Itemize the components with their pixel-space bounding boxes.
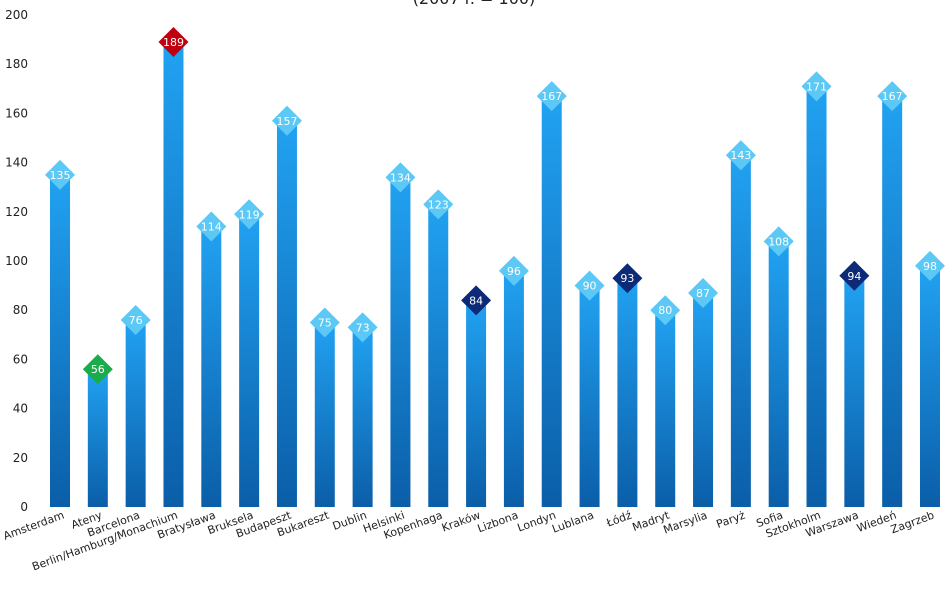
x-tick-label: Zagrzeb: [889, 509, 936, 537]
value-marker: [763, 226, 794, 257]
bar: [655, 310, 676, 507]
y-tick-label: 140: [5, 156, 28, 170]
data-label: 73: [356, 321, 370, 334]
value-marker: [839, 260, 870, 291]
x-tick-label: Kraków: [440, 509, 482, 535]
y-axis: 0 20 40 60 80 100 120 140 160 180 200: [5, 8, 28, 514]
bar: [50, 174, 70, 507]
bar: [87, 369, 108, 507]
data-label: 80: [658, 304, 672, 317]
bar: [693, 292, 714, 507]
data-label: 189: [163, 36, 184, 49]
x-tick-label: Londyn: [516, 509, 558, 535]
data-label: 171: [806, 80, 827, 93]
x-axis-labels: Amsterdam AtenyBarcelonaBerlin/Hamburg/Mo…: [2, 508, 936, 573]
data-label: 76: [129, 314, 143, 327]
value-marker: [536, 81, 567, 112]
bar: [617, 278, 638, 507]
value-marker: [574, 270, 605, 301]
bar: [920, 265, 940, 507]
bar: [882, 96, 903, 508]
data-label: 93: [620, 272, 634, 285]
value-marker: [309, 307, 340, 338]
bar: [503, 270, 524, 507]
data-label: 98: [923, 260, 937, 273]
data-label: 108: [768, 235, 789, 248]
y-tick-label: 200: [5, 8, 28, 22]
y-tick-label: 180: [5, 57, 28, 71]
bar: [768, 241, 789, 507]
data-label: 134: [390, 171, 411, 184]
value-marker: [271, 105, 302, 136]
value-marker: [877, 81, 908, 112]
value-marker: [45, 159, 75, 190]
data-label: 96: [507, 265, 521, 278]
y-tick-label: 20: [13, 451, 28, 465]
value-marker: [347, 312, 378, 343]
value-marker: [196, 211, 227, 242]
value-marker: [120, 305, 151, 336]
data-label: 123: [428, 198, 449, 211]
data-label: 167: [541, 90, 562, 103]
value-marker: [158, 27, 189, 58]
value-marker: [461, 285, 492, 316]
bar: [314, 322, 335, 507]
data-label: 90: [583, 280, 597, 293]
bar: [276, 120, 297, 507]
bar: [125, 320, 146, 507]
y-tick-label: 100: [5, 254, 28, 268]
y-tick-label: 0: [20, 500, 28, 514]
data-label: 135: [50, 169, 71, 182]
bar: [730, 155, 751, 507]
value-marker: [915, 250, 945, 281]
value-markers: 135 56 76 189 114 119 157 75 73 134 123 84 96 167 90 93…: [45, 27, 945, 385]
x-tick-label: Marsylia: [662, 509, 710, 537]
value-marker: [725, 140, 756, 171]
x-tick-label: Lizbona: [476, 509, 520, 536]
x-tick-label: Amsterdam: [2, 509, 66, 543]
data-label: 75: [318, 317, 332, 330]
data-label: 157: [276, 115, 297, 128]
bar: [541, 96, 562, 508]
value-marker: [612, 263, 643, 294]
x-tick-label: Paryż: [715, 509, 748, 531]
data-label: 84: [469, 294, 483, 307]
data-label: 114: [201, 221, 222, 234]
data-label: 167: [882, 90, 903, 103]
y-tick-label: 60: [13, 352, 28, 366]
data-label: 119: [239, 208, 260, 221]
bar: [352, 327, 373, 507]
bar: [239, 214, 260, 507]
chart-title: (2007 r. = 100): [0, 0, 948, 8]
bar: [390, 177, 411, 508]
data-label: 94: [847, 270, 861, 283]
value-marker: [385, 162, 416, 193]
bar: [428, 204, 449, 508]
value-marker: [82, 354, 113, 385]
value-marker: [498, 255, 529, 286]
bar: [201, 226, 222, 507]
bar: [163, 42, 184, 508]
value-marker: [234, 199, 265, 230]
bars-group: [50, 42, 940, 508]
x-tick-label: Lublana: [550, 509, 595, 536]
bar: [844, 275, 865, 507]
value-marker: [650, 295, 681, 326]
y-tick-label: 120: [5, 205, 28, 219]
y-tick-label: 40: [13, 402, 28, 416]
data-label: 56: [91, 363, 105, 376]
data-label: 143: [730, 149, 751, 162]
y-tick-label: 160: [5, 106, 28, 120]
data-label: 87: [696, 287, 710, 300]
value-marker: [801, 71, 832, 102]
value-marker: [423, 189, 454, 220]
bar: [806, 86, 827, 507]
bar: [579, 285, 600, 507]
x-tick-label: Łódź: [604, 509, 634, 530]
value-marker: [688, 277, 719, 308]
bar: [466, 300, 487, 507]
y-tick-label: 80: [13, 303, 28, 317]
